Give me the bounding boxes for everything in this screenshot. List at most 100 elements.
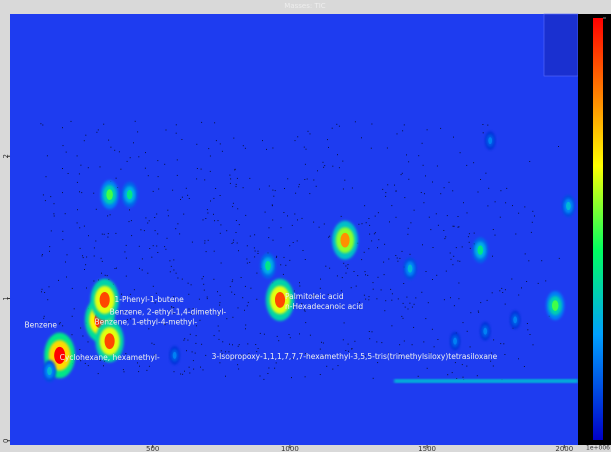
peak-core xyxy=(172,351,177,359)
noise-dot xyxy=(368,296,370,298)
noise-dot xyxy=(176,159,178,161)
noise-dot xyxy=(115,232,117,234)
annotation: Benzene, 2-ethyl-1,4-dimethyl- xyxy=(110,308,227,317)
noise-dot xyxy=(130,318,132,320)
noise-dot xyxy=(461,246,463,248)
noise-dot xyxy=(272,239,274,241)
noise-dot xyxy=(263,378,265,380)
noise-dot xyxy=(323,223,325,225)
noise-dot xyxy=(280,227,282,229)
noise-dot xyxy=(62,230,64,232)
noise-dot xyxy=(293,290,295,292)
noise-dot xyxy=(452,264,454,266)
noise-dot xyxy=(65,261,66,263)
noise-dot xyxy=(107,233,109,235)
noise-dot xyxy=(248,353,250,355)
noise-dot xyxy=(523,366,525,367)
noise-dot xyxy=(152,285,154,287)
noise-dot xyxy=(429,352,431,354)
noise-dot xyxy=(50,196,52,198)
noise-dot xyxy=(336,275,338,277)
noise-dot xyxy=(206,209,208,211)
noise-dot xyxy=(487,205,489,207)
noise-dot xyxy=(234,168,236,170)
noise-dot xyxy=(377,212,379,214)
noise-dot xyxy=(423,341,425,343)
noise-dot xyxy=(436,165,438,167)
noise-dot xyxy=(201,121,203,123)
peak-core xyxy=(566,201,571,211)
noise-dot xyxy=(232,316,234,318)
peak-core xyxy=(488,137,493,145)
noise-dot xyxy=(167,215,169,217)
noise-dot xyxy=(335,307,336,309)
noise-dot xyxy=(95,240,97,242)
noise-dot xyxy=(157,176,159,178)
noise-dot xyxy=(347,264,349,266)
peak-core xyxy=(274,291,286,308)
noise-dot xyxy=(206,296,208,298)
noise-dot xyxy=(304,376,306,378)
noise-dot xyxy=(377,247,378,249)
noise-dot xyxy=(236,242,238,244)
noise-dot xyxy=(268,227,270,229)
noise-dot xyxy=(323,166,325,168)
noise-dot xyxy=(87,341,89,343)
noise-dot xyxy=(443,187,445,189)
noise-dot xyxy=(231,291,233,293)
noise-dot xyxy=(463,202,464,204)
noise-dot xyxy=(492,229,494,230)
noise-dot xyxy=(219,195,221,196)
noise-dot xyxy=(213,335,215,337)
x-tick-label: 1000 xyxy=(281,445,299,452)
noise-dot xyxy=(137,131,139,133)
noise-dot xyxy=(199,319,201,321)
noise-dot xyxy=(175,228,177,230)
noise-dot xyxy=(458,282,460,284)
noise-dot xyxy=(95,208,97,210)
noise-dot xyxy=(461,364,463,366)
noise-dot xyxy=(73,308,75,310)
noise-dot xyxy=(156,213,158,215)
noise-dot xyxy=(268,185,270,187)
noise-dot xyxy=(219,302,221,304)
noise-dot xyxy=(233,239,235,241)
noise-dot xyxy=(294,213,296,215)
noise-dot xyxy=(309,193,311,195)
noise-dot xyxy=(368,299,370,301)
noise-dot xyxy=(130,220,132,222)
noise-dot xyxy=(313,179,315,181)
noise-dot xyxy=(453,255,455,257)
noise-dot xyxy=(506,187,508,189)
noise-dot xyxy=(232,344,233,346)
peak xyxy=(484,131,496,150)
noise-dot xyxy=(264,211,266,213)
noise-dot xyxy=(49,250,50,252)
noise-dot xyxy=(274,367,276,369)
noise-dot xyxy=(411,306,413,308)
noise-dot xyxy=(172,189,174,191)
noise-dot xyxy=(276,255,278,257)
noise-dot xyxy=(98,279,99,281)
noise-dot xyxy=(234,169,236,171)
noise-dot xyxy=(515,233,517,235)
noise-dot xyxy=(242,187,244,189)
noise-dot xyxy=(141,258,143,260)
x-tick-label: 2000 xyxy=(555,445,573,452)
noise-dot xyxy=(59,322,61,324)
noise-dot xyxy=(300,297,302,299)
noise-dot xyxy=(409,253,411,255)
x-tick-label: 500 xyxy=(146,445,159,452)
noise-dot xyxy=(228,351,230,353)
noise-dot xyxy=(309,334,311,336)
noise-dot xyxy=(415,297,417,299)
noise-dot xyxy=(100,257,102,259)
noise-dot xyxy=(304,310,306,312)
noise-dot xyxy=(342,160,344,162)
peak xyxy=(42,359,57,383)
noise-dot xyxy=(154,217,156,218)
noise-dot xyxy=(185,187,187,189)
noise-dot xyxy=(283,212,285,213)
noise-dot xyxy=(219,294,221,296)
noise-dot xyxy=(291,377,292,379)
